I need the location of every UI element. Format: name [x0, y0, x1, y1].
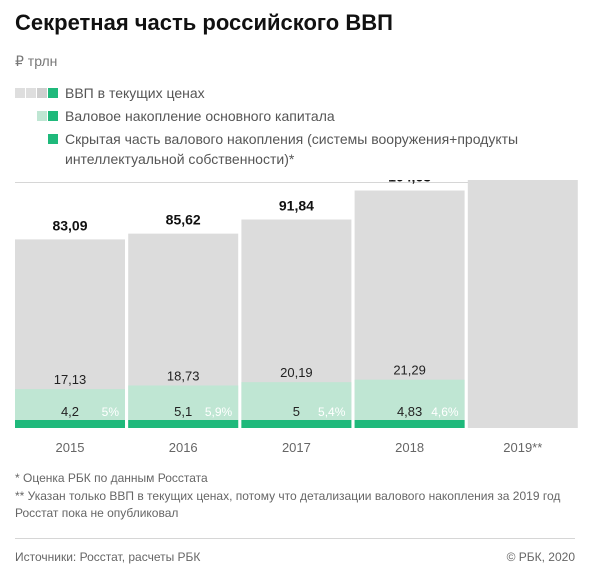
copyright-text: © РБК, 2020 — [506, 550, 575, 564]
accumulation-bar — [354, 379, 465, 428]
hidden-value-label: 4,2 — [61, 404, 79, 419]
sources-text: Источники: Росстат, расчеты РБК — [15, 550, 201, 564]
legend-label-hidden: Скрытая часть валового накопления (систе… — [65, 131, 519, 167]
footnote-2: ** Указан только ВВП в текущих ценах, по… — [15, 489, 561, 520]
accumulation-value-label: 17,13 — [54, 372, 87, 387]
legend-swatch-gdp-3 — [37, 88, 47, 98]
hidden-part-bar — [15, 420, 125, 428]
hidden-value-label: 4,83 — [397, 404, 422, 419]
bottom-divider — [15, 538, 575, 539]
gdp-bar — [467, 180, 578, 428]
hidden-share-label: 5,4% — [318, 405, 346, 419]
hidden-value-label: 5,1 — [174, 404, 192, 419]
category-label: 2015 — [56, 440, 85, 455]
gdp-value-label: 104,63 — [388, 180, 431, 184]
footnote-1: * Оценка РБК по данным Росстата — [15, 471, 208, 485]
unit-label: ₽ трлн — [15, 53, 58, 69]
category-label: 2018 — [395, 440, 424, 455]
hidden-share-label: 5% — [102, 405, 120, 419]
category-label: 2017 — [282, 440, 311, 455]
legend-swatch-accumulation-1 — [37, 111, 47, 121]
legend-swatch-accumulation-2 — [48, 111, 58, 121]
top-divider — [15, 182, 575, 183]
hidden-part-bar — [128, 420, 239, 428]
hidden-part-bar — [354, 420, 465, 428]
gdp-value-label: 83,09 — [52, 217, 87, 233]
hidden-part-bar — [241, 420, 352, 428]
hidden-value-label: 5 — [293, 404, 300, 419]
hidden-share-label: 4,6% — [431, 405, 459, 419]
legend-swatch-gdp-1 — [15, 88, 25, 98]
bar-chart: 83,09 17,13 4,2 5% 2015 85,62 18,73 5,1 5,9% 2016… — [15, 180, 578, 455]
accumulation-value-label: 21,29 — [393, 363, 426, 378]
gdp-value-label: 85,62 — [166, 212, 201, 228]
category-label: 2019** — [503, 440, 542, 455]
legend-swatch-gdp-4 — [48, 88, 58, 98]
accumulation-value-label: 20,19 — [280, 365, 313, 380]
accumulation-value-label: 18,73 — [167, 368, 200, 383]
gdp-value-label: 91,84 — [279, 198, 314, 214]
legend-swatch-gdp-2 — [26, 88, 36, 98]
legend-swatch-hidden — [48, 134, 58, 144]
legend-label-gdp: ВВП в текущих ценах — [65, 85, 205, 101]
category-label: 2016 — [169, 440, 198, 455]
hidden-share-label: 5,9% — [205, 405, 233, 419]
chart-title: Секретная часть российского ВВП — [15, 10, 393, 35]
legend-label-accumulation: Валовое накопление основного капитала — [65, 108, 335, 124]
